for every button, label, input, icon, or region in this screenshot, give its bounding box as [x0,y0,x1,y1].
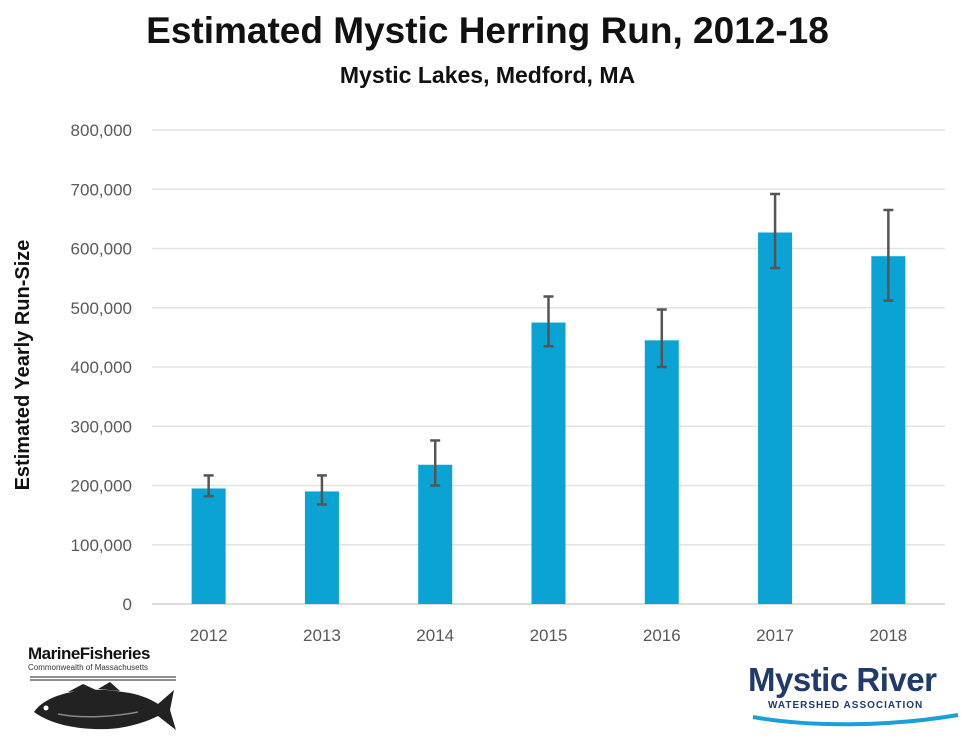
error-bar-2016 [656,308,667,369]
error-bar-2012 [203,474,214,498]
chart-subtitle: Mystic Lakes, Medford, MA [339,62,636,88]
bar-2016 [644,340,679,604]
error-bar-2013 [316,474,327,506]
wave-icon [752,713,959,727]
marine-fisheries-logo: MarineFisheries Commonwealth of Massachu… [28,644,188,740]
y-axis-label: Estimated Yearly Run-Size [12,240,34,491]
y-tick-label: 400,000 [71,358,132,377]
marine-fisheries-logo-subtitle: Commonwealth of Massachusetts [28,663,149,672]
y-tick-label: 100,000 [71,536,132,555]
fish-icon [30,676,176,730]
chart-title: Estimated Mystic Herring Run, 2012-18 [146,10,829,51]
error-bars [203,192,894,506]
x-tick-label: 2015 [530,626,568,645]
bar-2015 [531,322,566,604]
error-bar-2014 [430,439,441,487]
y-tick-label: 500,000 [71,299,132,318]
x-tick-label: 2018 [869,626,907,645]
bar-2017 [758,232,793,604]
x-tick-label: 2016 [643,626,681,645]
mystic-river-logo-name: Mystic River [748,661,937,698]
y-tick-label: 700,000 [71,180,132,199]
bars [191,232,906,604]
x-tick-label: 2017 [756,626,794,645]
y-tick-label: 600,000 [71,240,132,259]
error-bar-2017 [770,192,781,270]
y-tick-label: 300,000 [71,417,132,436]
y-tick-label: 800,000 [71,121,132,140]
y-tick-labels: 0 100,000 200,000 300,000 400,000 500,000 600,… [71,121,132,614]
y-tick-label: 0 [123,595,132,614]
mystic-river-logo: Mystic River WATERSHED ASSOCIATION [748,662,963,740]
x-tick-label: 2013 [303,626,341,645]
bar-2012 [191,488,226,604]
mystic-river-logo-subtitle: WATERSHED ASSOCIATION [768,700,924,711]
y-tick-label: 200,000 [71,477,132,496]
marine-fisheries-logo-name: MarineFisheries [28,644,150,663]
error-bar-2018 [883,208,894,302]
x-tick-label: 2012 [190,626,228,645]
bar-2014 [418,464,453,604]
x-tick-labels: 2012 2013 2014 2015 2016 2017 2018 [190,626,908,645]
error-bar-2015 [543,295,554,348]
x-tick-label: 2014 [416,626,454,645]
bar-2018 [871,256,906,604]
bar-2013 [304,491,339,604]
